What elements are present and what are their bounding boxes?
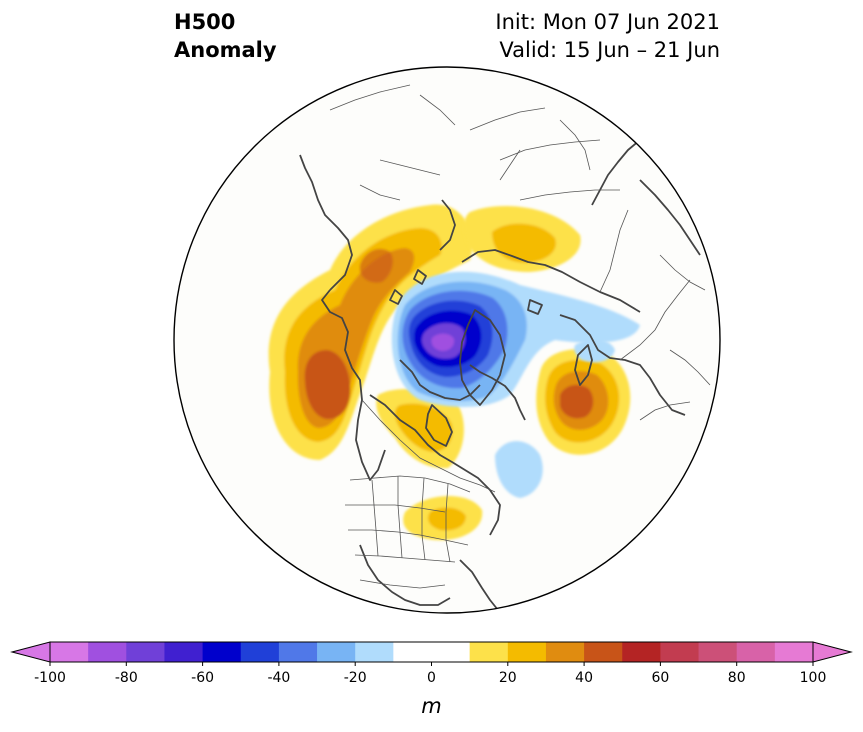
- colorbar-cell: [774, 642, 814, 662]
- field-title: H500 Anomaly: [174, 8, 277, 64]
- field-title-line2: Anomaly: [174, 38, 277, 62]
- anomaly-trough-atlantic: [495, 338, 615, 498]
- colorbar-units: m: [421, 694, 442, 718]
- colorbar-cell: [698, 642, 738, 662]
- colorbar-ticks: -100 -80 -60 -40 -20 0 20 40 60 80 100: [34, 662, 826, 686]
- anomaly-ridge-canada: [376, 388, 464, 469]
- colorbar-cell: [164, 642, 204, 662]
- map-boundary: [173, 66, 721, 614]
- colorbar-tick-label: 40: [575, 670, 593, 686]
- colorbar-tick-label: 20: [499, 670, 517, 686]
- colorbar-cell: [507, 642, 547, 662]
- colorbar-tick-label: 60: [651, 670, 669, 686]
- colorbar-tick-label: -40: [267, 670, 290, 686]
- colorbar-tick-label: 100: [800, 670, 827, 686]
- polar-map: [173, 66, 721, 614]
- init-date: Init: Mon 07 Jun 2021: [495, 10, 720, 34]
- colorbar-cell: [317, 642, 356, 662]
- colorbar-cell: [622, 642, 661, 662]
- colorbar-cell: [50, 642, 89, 662]
- colorbar-cell: [355, 642, 394, 662]
- colorbar-cell: [88, 642, 127, 662]
- valid-range: Valid: 15 Jun – 21 Jun: [499, 38, 720, 62]
- colorbar-cells: [50, 642, 814, 662]
- colorbar-cell: [584, 642, 623, 662]
- colorbar-cell: [545, 642, 585, 662]
- anomaly-ridge-west: [268, 204, 473, 460]
- colorbar-tick-label: -60: [191, 670, 214, 686]
- colorbar-tick-label: -100: [34, 670, 66, 686]
- anomaly-ridge-europe: [536, 349, 631, 455]
- colorbar-cell: [736, 642, 776, 662]
- anomaly-ridge-siberia: [463, 205, 581, 272]
- colorbar-tick-label: 0: [427, 670, 436, 686]
- colorbar-tick-label: -80: [115, 670, 138, 686]
- colorbar: -100 -80 -60 -40 -20 0 20 40 60 80 100: [10, 641, 853, 686]
- colorbar-cell: [126, 642, 165, 662]
- colorbar-cell: [660, 642, 700, 662]
- colorbar-cell: [469, 642, 509, 662]
- coastlines: [299, 127, 701, 611]
- colorbar-cell: [278, 642, 318, 662]
- field-title-line1: H500: [174, 10, 236, 34]
- colorbar-extend-low: [10, 641, 51, 663]
- colorbar-cell: [393, 642, 432, 662]
- anomaly-trough-polar: [391, 271, 640, 407]
- forecast-info: Init: Mon 07 Jun 2021 Valid: 15 Jun – 21…: [495, 8, 720, 64]
- colorbar-cell: [240, 642, 280, 662]
- political-borders: [329, 84, 711, 589]
- colorbar-tick-label: -20: [344, 670, 367, 686]
- colorbar-extend-high: [812, 641, 853, 663]
- colorbar-cell: [202, 642, 242, 662]
- colorbar-tick-label: 80: [728, 670, 746, 686]
- anomaly-ridge-us: [403, 495, 483, 541]
- colorbar-cell: [431, 642, 471, 662]
